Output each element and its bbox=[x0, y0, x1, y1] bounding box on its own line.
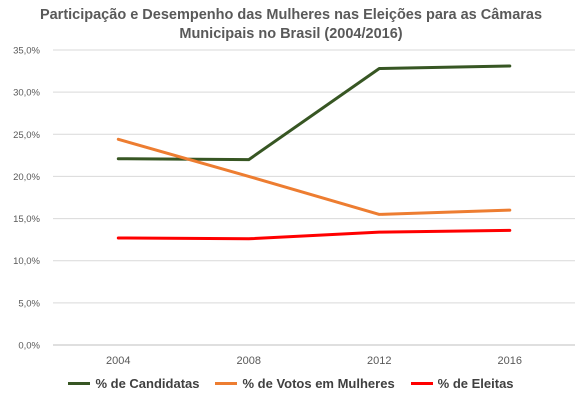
gridlines bbox=[53, 49, 575, 346]
x-tick-label: 2012 bbox=[367, 355, 391, 367]
x-axis-ticks: 2004 2008 2012 2016 bbox=[106, 355, 522, 367]
y-tick-label: 10,0% bbox=[13, 256, 40, 267]
chart-title-line-1: Participação e Desempenho das Mulheres n… bbox=[39, 7, 543, 23]
legend-label: % de Candidatas bbox=[95, 376, 200, 391]
x-tick-label: 2004 bbox=[106, 355, 130, 367]
series-line-1 bbox=[116, 64, 512, 162]
y-tick-label: 25,0% bbox=[13, 130, 40, 141]
legend-label: % de Eleitas bbox=[437, 376, 514, 391]
x-tick-label: 2008 bbox=[237, 355, 261, 367]
legend-swatch bbox=[410, 382, 433, 385]
x-tick-label: 2016 bbox=[498, 355, 522, 367]
legend: % de Candidatas % de Votos em Mulheres % d… bbox=[0, 376, 582, 391]
legend-item-3: % de Eleitas bbox=[410, 376, 514, 391]
y-tick-label: 30,0% bbox=[13, 88, 40, 99]
legend-item-2: % de Votos em Mulheres bbox=[215, 376, 395, 391]
y-tick-label: 15,0% bbox=[13, 214, 40, 225]
series-lines bbox=[116, 64, 512, 241]
legend-item-1: % de Candidatas bbox=[68, 376, 199, 391]
legend-swatch bbox=[215, 382, 238, 385]
y-tick-label: 35,0% bbox=[13, 46, 40, 57]
y-axis-ticks: 0,0% 5,0% 10,0% 15,0% 20,0% 25,0% 30,0% 35,0% bbox=[13, 46, 40, 352]
series-line-3 bbox=[116, 228, 512, 241]
y-tick-label: 20,0% bbox=[13, 172, 40, 183]
y-tick-label: 5,0% bbox=[18, 298, 40, 309]
legend-swatch bbox=[68, 382, 91, 385]
chart-title: Participação e Desempenho das Mulheres n… bbox=[0, 6, 582, 44]
y-tick-label: 0,0% bbox=[18, 341, 40, 352]
chart-title-line-2: Municipais no Brasil (2004/2016) bbox=[179, 26, 403, 42]
series-line-2 bbox=[116, 137, 512, 216]
legend-label: % de Votos em Mulheres bbox=[242, 376, 395, 391]
